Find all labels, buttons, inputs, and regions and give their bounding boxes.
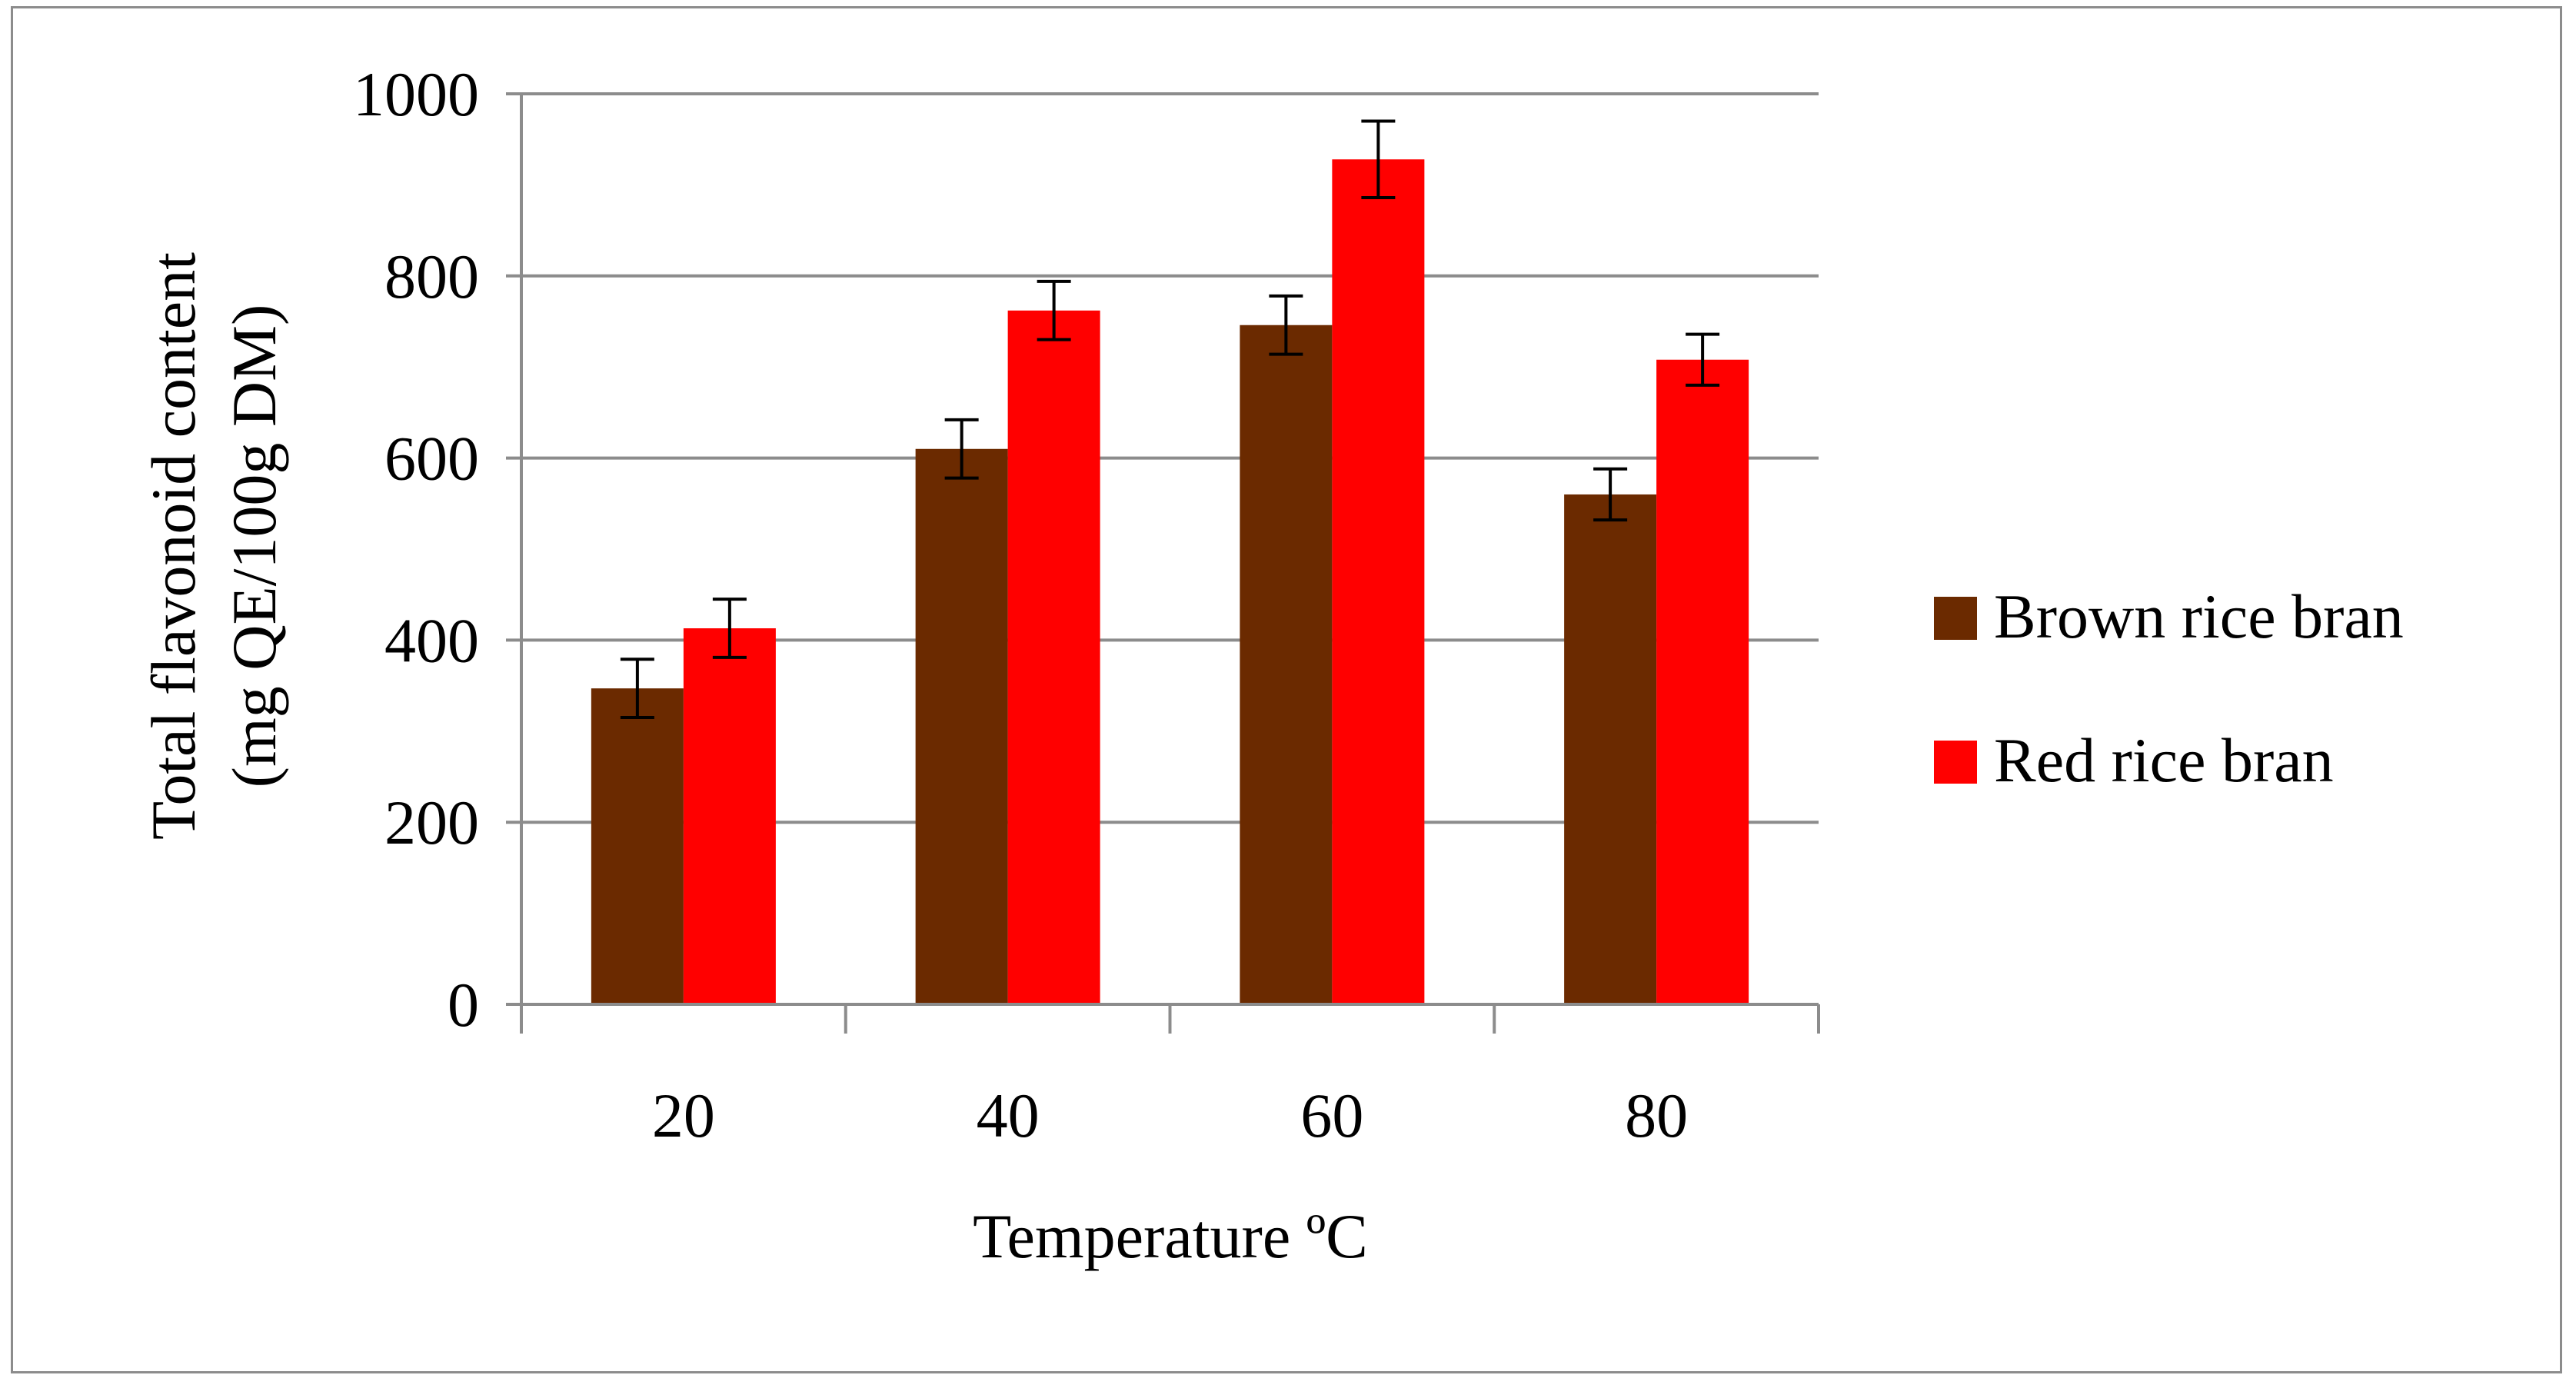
x-tick-label-20: 20 bbox=[652, 1080, 715, 1150]
y-tick-label-800: 800 bbox=[384, 241, 479, 311]
bar-brown-rice-bran-40 bbox=[915, 448, 1008, 1004]
x-tick-label-60: 60 bbox=[1300, 1080, 1363, 1150]
y-tick-label-400: 400 bbox=[384, 605, 479, 675]
x-axis-title: Temperature ºC bbox=[973, 1201, 1368, 1271]
legend-label-brown-rice-bran: Brown rice bran bbox=[1994, 581, 2404, 651]
y-tick-label-600: 600 bbox=[384, 424, 479, 494]
y-tick-label-200: 200 bbox=[384, 787, 479, 857]
axes bbox=[520, 94, 1820, 1034]
y-tick-label-1000: 1000 bbox=[353, 59, 479, 129]
bar-brown-rice-bran-60 bbox=[1240, 325, 1333, 1005]
bars bbox=[591, 119, 1749, 1005]
legend-swatch-brown-rice-bran bbox=[1934, 597, 1977, 640]
bar-brown-rice-bran-20 bbox=[591, 688, 684, 1004]
x-tick-label-80: 80 bbox=[1625, 1080, 1688, 1150]
y-axis-title-line-1: Total flavonoid content bbox=[138, 252, 208, 840]
legend-swatch-red-rice-bran bbox=[1934, 741, 1977, 784]
legend: Brown rice bran Red rice bran bbox=[1934, 581, 2404, 795]
y-axis-title-line-2: (mg QE/100g DM) bbox=[219, 305, 289, 788]
bar-red-rice-bran-80 bbox=[1656, 359, 1749, 1004]
legend-label-red-rice-bran: Red rice bran bbox=[1994, 725, 2334, 795]
bar-red-rice-bran-20 bbox=[683, 628, 776, 1004]
bar-red-rice-bran-60 bbox=[1332, 159, 1425, 1004]
x-tick-label-40: 40 bbox=[977, 1080, 1040, 1150]
bar-brown-rice-bran-80 bbox=[1564, 494, 1657, 1004]
labels: Temperature ºC Total flavonoid content (… bbox=[138, 59, 1688, 1271]
bar-red-rice-bran-40 bbox=[1007, 310, 1100, 1004]
y-tick-label-0: 0 bbox=[448, 970, 479, 1040]
